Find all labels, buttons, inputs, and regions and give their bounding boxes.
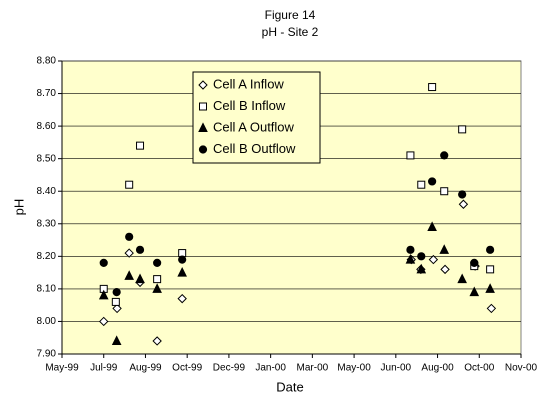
legend-marker (199, 102, 207, 111)
point (99, 316, 109, 327)
chart-subtitle: pH - Site 2 (262, 25, 319, 39)
point (486, 245, 495, 254)
point (135, 273, 145, 284)
point (486, 303, 497, 314)
y-tick-label: 8.00 (37, 316, 57, 327)
x-tick-label: Oct-00 (464, 363, 494, 374)
point (486, 265, 495, 274)
point (416, 263, 427, 274)
point (112, 288, 121, 297)
chart-title: Figure 14 (265, 8, 316, 22)
point (135, 245, 145, 254)
point (178, 255, 187, 264)
point (153, 275, 162, 284)
y-tick-label: 8.80 (37, 56, 57, 67)
legend: Cell A Inflow Cell B Inflow Cell A Outflow… (192, 71, 321, 164)
legend-marker (198, 122, 208, 132)
x-tick-label: Jul-99 (90, 363, 118, 374)
point (406, 151, 415, 160)
x-tick-label: May-99 (45, 363, 79, 374)
point (428, 177, 437, 186)
point (177, 266, 187, 277)
point (428, 254, 439, 265)
point (427, 221, 437, 232)
point (417, 180, 426, 189)
legend-marker (198, 80, 208, 90)
point (406, 245, 415, 254)
point (112, 303, 122, 314)
point (457, 273, 467, 284)
y-tick-label: 8.40 (37, 186, 57, 197)
x-tick-label: May-00 (337, 363, 371, 374)
point (440, 151, 449, 160)
point (136, 141, 145, 150)
point (417, 252, 426, 261)
y-tick-label: 8.10 (37, 284, 57, 295)
y-tick-label: 8.60 (37, 121, 57, 132)
x-tick-label: Nov-00 (505, 363, 538, 374)
x-tick-label: Mar-00 (297, 363, 329, 374)
x-tick-label: Aug-99 (129, 363, 162, 374)
x-tick-label: Jun-00 (381, 363, 412, 374)
point (405, 253, 416, 264)
point (485, 283, 495, 293)
point (469, 286, 480, 297)
legend-box (192, 71, 321, 164)
legend-marker (198, 145, 208, 154)
point (124, 248, 134, 258)
x-tick-label: Dec-99 (213, 363, 246, 374)
point (152, 283, 162, 293)
x-tick-label: Oct-99 (172, 363, 202, 374)
point (440, 187, 449, 196)
y-tick-label: 8.30 (37, 218, 57, 229)
point (458, 190, 467, 199)
legend-label: Cell A Inflow (213, 76, 284, 91)
point (111, 335, 122, 345)
legend-label: Cell A Outflow (213, 119, 295, 134)
legend-label: Cell B Outflow (213, 141, 296, 156)
y-tick-label: 8.50 (37, 153, 57, 164)
y-tick-label: 7.90 (37, 349, 57, 360)
point (458, 125, 467, 134)
point (428, 83, 437, 92)
point (458, 199, 469, 209)
legend-label: Cell B Inflow (213, 98, 286, 113)
x-axis-title: Date (276, 379, 303, 394)
point (470, 258, 479, 267)
x-tick-label: Aug-00 (421, 363, 454, 374)
point (98, 289, 109, 300)
y-axis-title: pH (11, 199, 26, 216)
point (439, 244, 450, 254)
point (440, 264, 450, 275)
y-tick-label: 8.70 (37, 88, 57, 99)
point (177, 293, 187, 304)
point (153, 258, 162, 267)
point (152, 336, 162, 346)
x-tick-label: Jan-00 (255, 363, 286, 374)
y-tick-label: 8.20 (37, 251, 57, 262)
point (125, 232, 134, 241)
point (99, 258, 108, 267)
point (124, 270, 134, 280)
point (125, 180, 134, 189)
point (111, 297, 120, 306)
